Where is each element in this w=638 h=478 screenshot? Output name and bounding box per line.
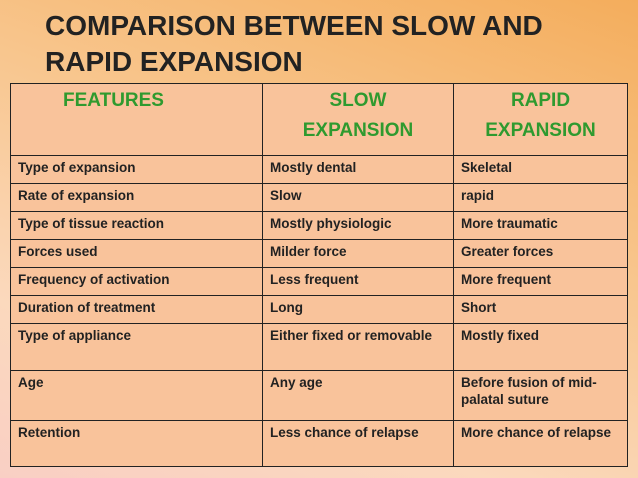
title-line: RAPID EXPANSION xyxy=(45,46,303,77)
table-cell: Type of expansion xyxy=(10,155,263,184)
table-cell: Type of appliance xyxy=(10,323,263,371)
table-row: Duration of treatment Long Short xyxy=(10,295,628,324)
comparison-table: FEATURES SLOW EXPANSION RAPID EXPANSION Ty… xyxy=(10,83,628,467)
table-row: Age Any age Before fusion of mid-palatal s… xyxy=(10,370,628,421)
table-cell: More traumatic xyxy=(453,211,628,240)
table-cell: Duration of treatment xyxy=(10,295,263,324)
header-text: RAPID EXPANSION xyxy=(485,90,596,141)
table-cell: More frequent xyxy=(453,267,628,296)
table-cell: Before fusion of mid-palatal suture xyxy=(453,370,628,421)
header-row: FEATURES SLOW EXPANSION RAPID EXPANSION xyxy=(10,83,628,156)
table-row: Frequency of activation Less frequent More… xyxy=(10,267,628,296)
table-row: Retention Less chance of relapse More chan… xyxy=(10,420,628,467)
table-cell: rapid xyxy=(453,183,628,212)
table-cell: Retention xyxy=(10,420,263,467)
table-cell: Rate of expansion xyxy=(10,183,263,212)
table-row: Type of expansion Mostly dental Skeletal xyxy=(10,155,628,184)
table-cell: Frequency of activation xyxy=(10,267,263,296)
table-cell: Either fixed or removable xyxy=(262,323,454,371)
table-row: Type of appliance Either fixed or removab… xyxy=(10,323,628,371)
header-text: SLOW EXPANSION xyxy=(302,90,414,141)
table-cell: Any age xyxy=(262,370,454,421)
table-cell: More chance of relapse xyxy=(453,420,628,467)
table-cell: Skeletal xyxy=(453,155,628,184)
header-cell: RAPID EXPANSION xyxy=(453,83,628,156)
table-cell: Type of tissue reaction xyxy=(10,211,263,240)
header-cell: FEATURES xyxy=(10,83,263,156)
slide-title: COMPARISON BETWEEN SLOW AND RAPID EXPANSI… xyxy=(45,8,543,80)
table-cell: Milder force xyxy=(262,239,454,268)
table-cell: Less frequent xyxy=(262,267,454,296)
table-cell: Mostly dental xyxy=(262,155,454,184)
table-cell: Forces used xyxy=(10,239,263,268)
table-row: Type of tissue reaction Mostly physiologi… xyxy=(10,211,628,240)
table-row: Forces used Milder force Greater forces xyxy=(10,239,628,268)
table-cell: Long xyxy=(262,295,454,324)
table-cell: Slow xyxy=(262,183,454,212)
table-cell: Mostly physiologic xyxy=(262,211,454,240)
table-cell: Greater forces xyxy=(453,239,628,268)
header-text: FEATURES xyxy=(63,90,164,111)
title-line: COMPARISON BETWEEN SLOW AND xyxy=(45,10,543,41)
table-cell: Less chance of relapse xyxy=(262,420,454,467)
table-cell: Short xyxy=(453,295,628,324)
table-cell: Mostly fixed xyxy=(453,323,628,371)
header-cell: SLOW EXPANSION xyxy=(262,83,454,156)
table-cell: Age xyxy=(10,370,263,421)
table-row: Rate of expansion Slow rapid xyxy=(10,183,628,212)
